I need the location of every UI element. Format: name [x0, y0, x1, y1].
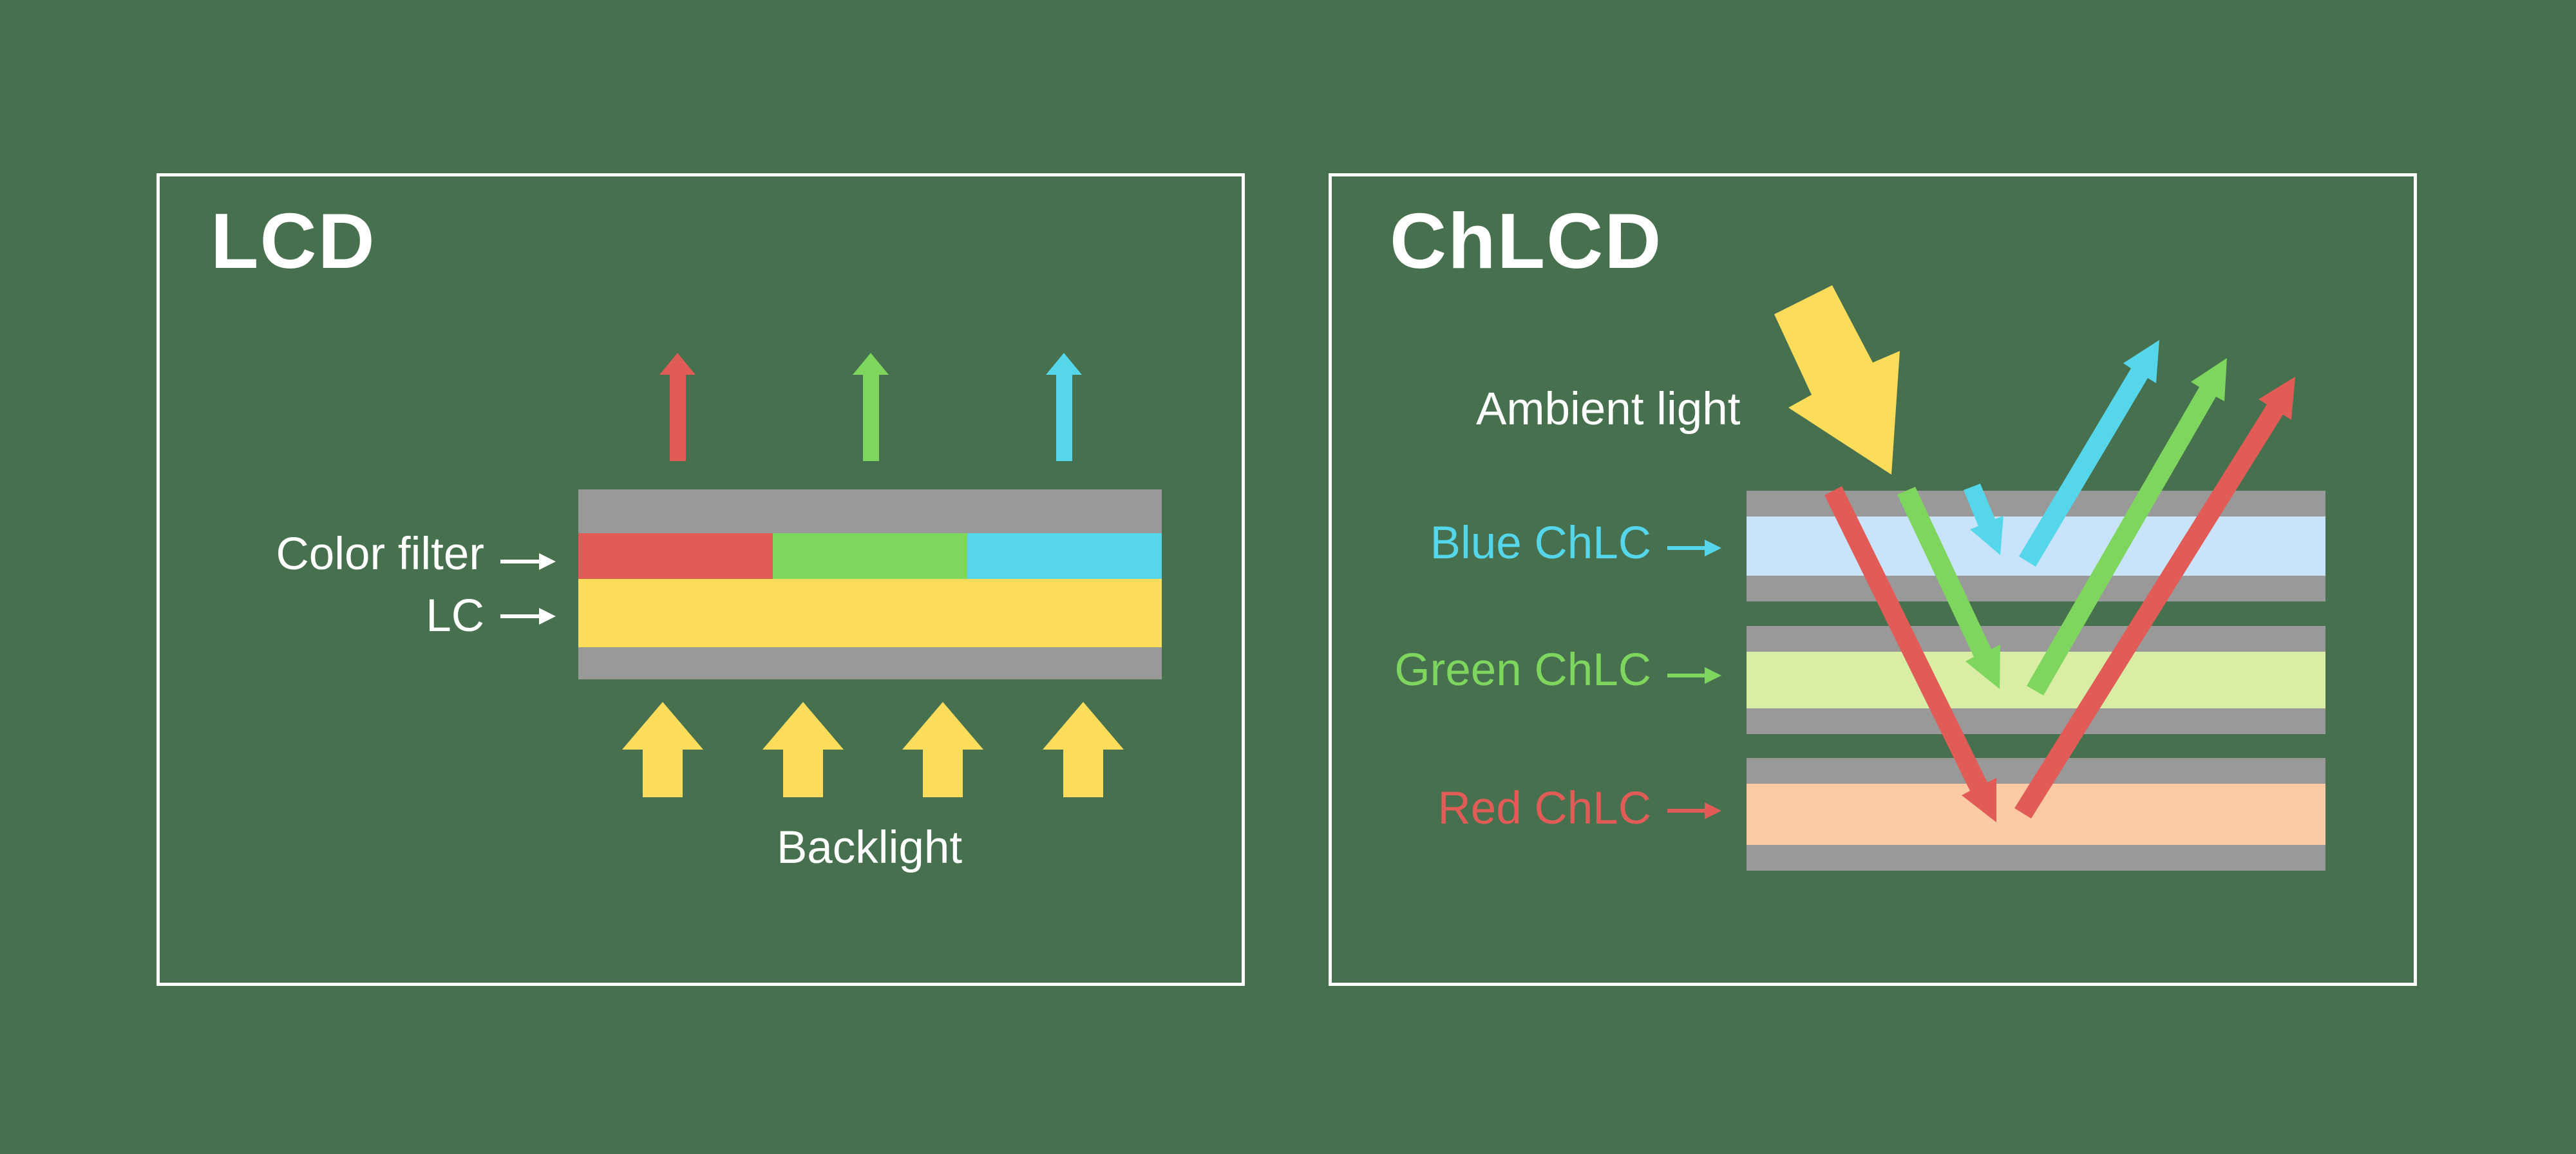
lc-label: LC — [426, 591, 484, 641]
chlcd-panel-frame — [1329, 173, 2417, 986]
lcd-lc-layer — [578, 579, 1162, 647]
ambient-light-label: Ambient light — [1476, 384, 1741, 435]
lcd-cyan-filter-segment — [967, 533, 1162, 579]
chlcd-red-cell-top-glass — [1747, 758, 2325, 784]
blue-chlc-label: Blue ChLC — [1430, 518, 1651, 569]
chlcd-green-layer — [1747, 652, 2325, 708]
lcd-top-glass-layer — [578, 489, 1162, 533]
chlcd-blue-cell-top-glass — [1747, 491, 2325, 516]
green-chlc-label: Green ChLC — [1394, 645, 1651, 695]
chlcd-green-cell-top-glass — [1747, 626, 2325, 652]
chlcd-green-cell-bottom-glass — [1747, 708, 2325, 734]
lcd-red-filter-segment — [578, 533, 773, 579]
lcd-panel-frame — [156, 173, 1245, 986]
chlcd-red-layer — [1747, 784, 2325, 845]
backlight-label: Backlight — [776, 822, 963, 873]
color-filter-label: Color filter — [276, 529, 484, 580]
chlcd-blue-cell-bottom-glass — [1747, 576, 2325, 601]
chlcd-red-cell-bottom-glass — [1747, 845, 2325, 871]
lcd-bottom-glass-layer — [578, 647, 1162, 679]
lcd-title: LCD — [211, 197, 376, 285]
lcd-green-filter-segment — [773, 533, 967, 579]
chlcd-title: ChLCD — [1390, 197, 1663, 285]
red-chlc-label: Red ChLC — [1437, 783, 1652, 834]
chlcd-blue-layer — [1747, 516, 2325, 576]
